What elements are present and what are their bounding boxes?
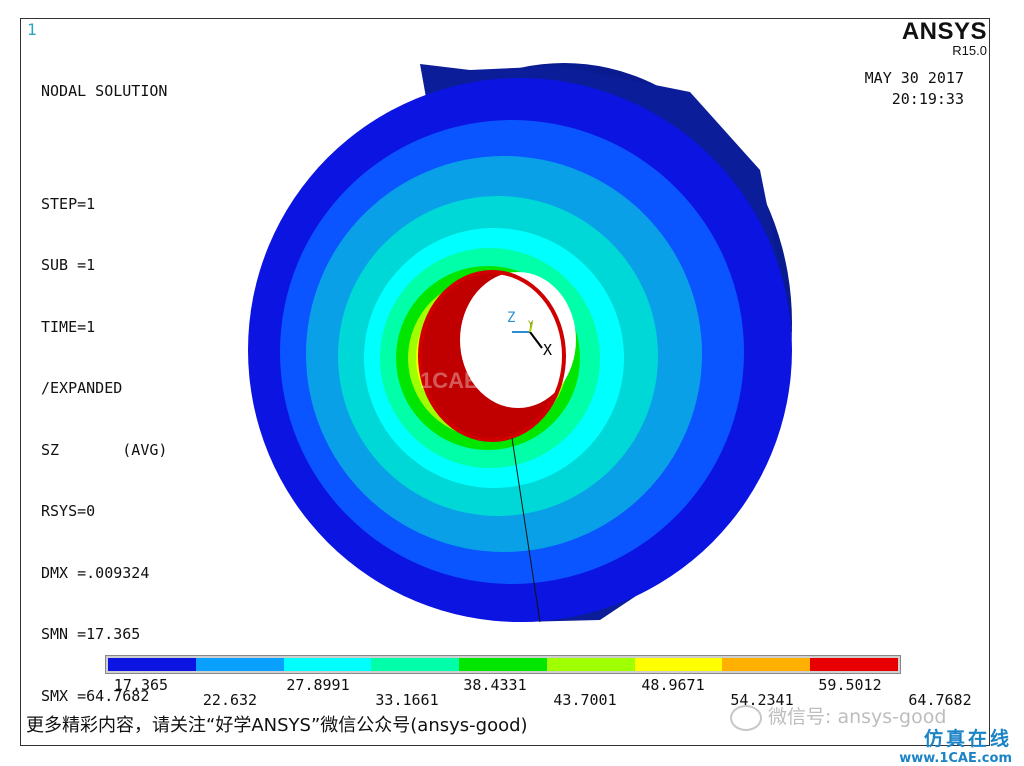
site-url: www.1CAE.com — [899, 751, 1012, 766]
info-title: NODAL SOLUTION — [41, 82, 168, 100]
legend-tick: 64.7682 — [908, 691, 972, 709]
wechat-watermark: 微信号: ansys-good — [730, 702, 946, 731]
legend-tick: 43.7001 — [553, 691, 617, 709]
info-line: TIME=1 — [41, 317, 96, 336]
legend-segment — [283, 658, 372, 671]
info-line: RSYS=0 — [41, 502, 96, 520]
legend-tick: 59.5012 — [818, 676, 882, 694]
triad-y-label: Y — [528, 320, 534, 330]
datetime-stamp: MAY 30 2017 20:19:33 — [865, 68, 964, 110]
legend-tick: 17.365 — [113, 676, 169, 694]
site-name: 仿真在线 — [923, 728, 1012, 750]
legend-tick: 38.4331 — [463, 676, 527, 694]
hole-opening — [460, 272, 576, 408]
legend-segment — [459, 658, 547, 671]
wechat-icon — [730, 704, 762, 731]
legend-segment — [722, 658, 811, 671]
wechat-id: 微信号: ansys-good — [768, 706, 947, 728]
info-line: SUB =1 — [41, 256, 96, 274]
contour-legend-bar — [105, 655, 901, 674]
legend-tick: 22.632 — [202, 691, 258, 709]
info-line: SMX =64.7682 — [41, 686, 150, 705]
info-line: /EXPANDED — [41, 379, 123, 397]
info-line: STEP=1 — [41, 194, 96, 213]
result-info-panel: NODAL SOLUTION STEP=1 SUB =1 TIME=1 /EXP… — [41, 40, 167, 727]
legend-tick: 33.1661 — [375, 691, 439, 709]
window-number: 1 — [27, 20, 37, 39]
legend-segment — [108, 658, 196, 671]
hole-edge — [418, 270, 566, 442]
triad-x-label: X — [543, 341, 552, 359]
legend-segment — [634, 658, 723, 671]
triad-y-line — [529, 321, 533, 333]
legend-segment — [546, 658, 635, 671]
legend-segment — [195, 658, 284, 671]
logo-name: ANSYS — [901, 18, 987, 45]
legend-tick: 48.9671 — [641, 676, 705, 694]
logo-revision: R15.0 — [952, 43, 987, 58]
info-line: SZ (AVG) — [41, 440, 168, 459]
triad-x-line — [529, 331, 543, 349]
center-watermark: 1CAE.COM — [420, 368, 537, 393]
site-watermark: 仿真在线 www.1CAE.com — [899, 724, 1012, 766]
legend-tick: 27.8991 — [286, 676, 350, 694]
date-text: MAY 30 2017 — [864, 69, 964, 87]
legend-segment — [371, 658, 460, 671]
info-line: SMN =17.365 — [41, 625, 141, 643]
legend-segment — [810, 658, 899, 671]
ansys-logo: ANSYS R15.0 — [902, 18, 987, 58]
footer-caption: 更多精彩内容，请关注“好学ANSYS”微信公众号(ansys-good) — [26, 715, 528, 736]
seam-line — [511, 437, 541, 623]
triad-z-label: Z — [507, 310, 515, 326]
time-text: 20:19:33 — [891, 90, 964, 108]
info-line: DMX =.009324 — [41, 563, 150, 582]
